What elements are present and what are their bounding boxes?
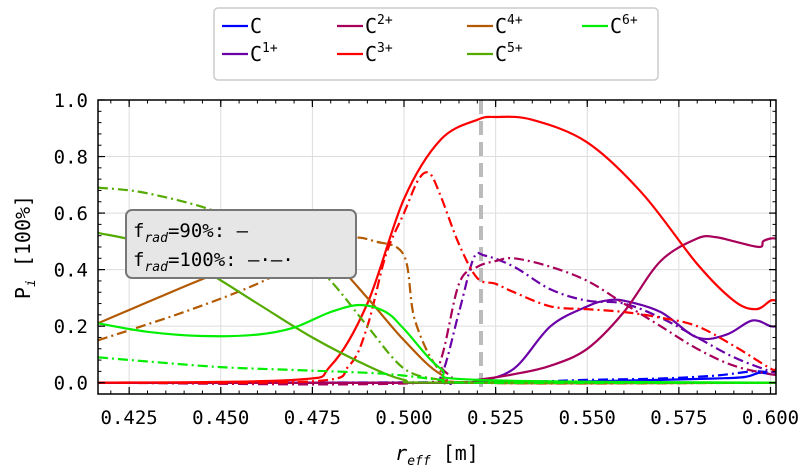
legend: C C1+ C2+ C3+ C4+ C5+ C6+ <box>213 7 659 81</box>
x-tick-label: 0.475 <box>284 407 341 429</box>
y-tick-label: 0.6 <box>54 203 88 225</box>
x-tick-label: 0.550 <box>559 407 616 429</box>
legend-label: C3+ <box>365 41 393 66</box>
x-tick-label: 0.425 <box>101 407 158 429</box>
x-axis-label: reff [m] <box>395 441 479 469</box>
series-line-7-dashdot <box>98 171 776 385</box>
legend-label: C6+ <box>610 13 638 38</box>
x-tick-label: 0.450 <box>192 407 249 429</box>
y-tick-label: 0.2 <box>54 316 88 338</box>
y-axis-label: Pi [100%] <box>11 195 39 299</box>
legend-label: C5+ <box>495 41 523 66</box>
x-tick-label: 0.575 <box>650 407 707 429</box>
frad-annotation: frad=90%: — frad=100%: —·—· <box>125 209 357 279</box>
y-tick-label: 0.0 <box>54 373 88 395</box>
annotation-line-100: frad=100%: —·—· <box>133 249 294 275</box>
legend-label: C4+ <box>495 13 523 38</box>
y-tick-label: 1.0 <box>54 90 88 112</box>
series-line-12-solid <box>98 303 776 384</box>
series-group <box>98 115 776 386</box>
axis-ticks: 0.425 0.450 0.475 0.500 0.525 0.550 0.575 0.600… <box>54 90 799 429</box>
legend-box <box>213 7 659 81</box>
annotation-box <box>125 209 357 279</box>
legend-label: C2+ <box>365 13 393 38</box>
x-axis-unit <box>431 441 443 465</box>
series-line-5-dashdot <box>98 257 776 386</box>
series-line-13-dashdot <box>98 356 776 385</box>
x-tick-label: 0.500 <box>375 407 432 429</box>
y-tick-label: 0.8 <box>54 147 88 169</box>
x-tick-label: 0.525 <box>467 407 524 429</box>
x-tick-label: 0.600 <box>742 407 799 429</box>
y-tick-label: 0.4 <box>54 260 88 282</box>
series-line-6-solid <box>98 115 776 384</box>
series-line-2-solid <box>98 298 776 384</box>
legend-label: C <box>250 14 262 38</box>
annotation-line-90: frad=90%: — <box>133 220 249 246</box>
legend-label: C1+ <box>250 41 278 66</box>
